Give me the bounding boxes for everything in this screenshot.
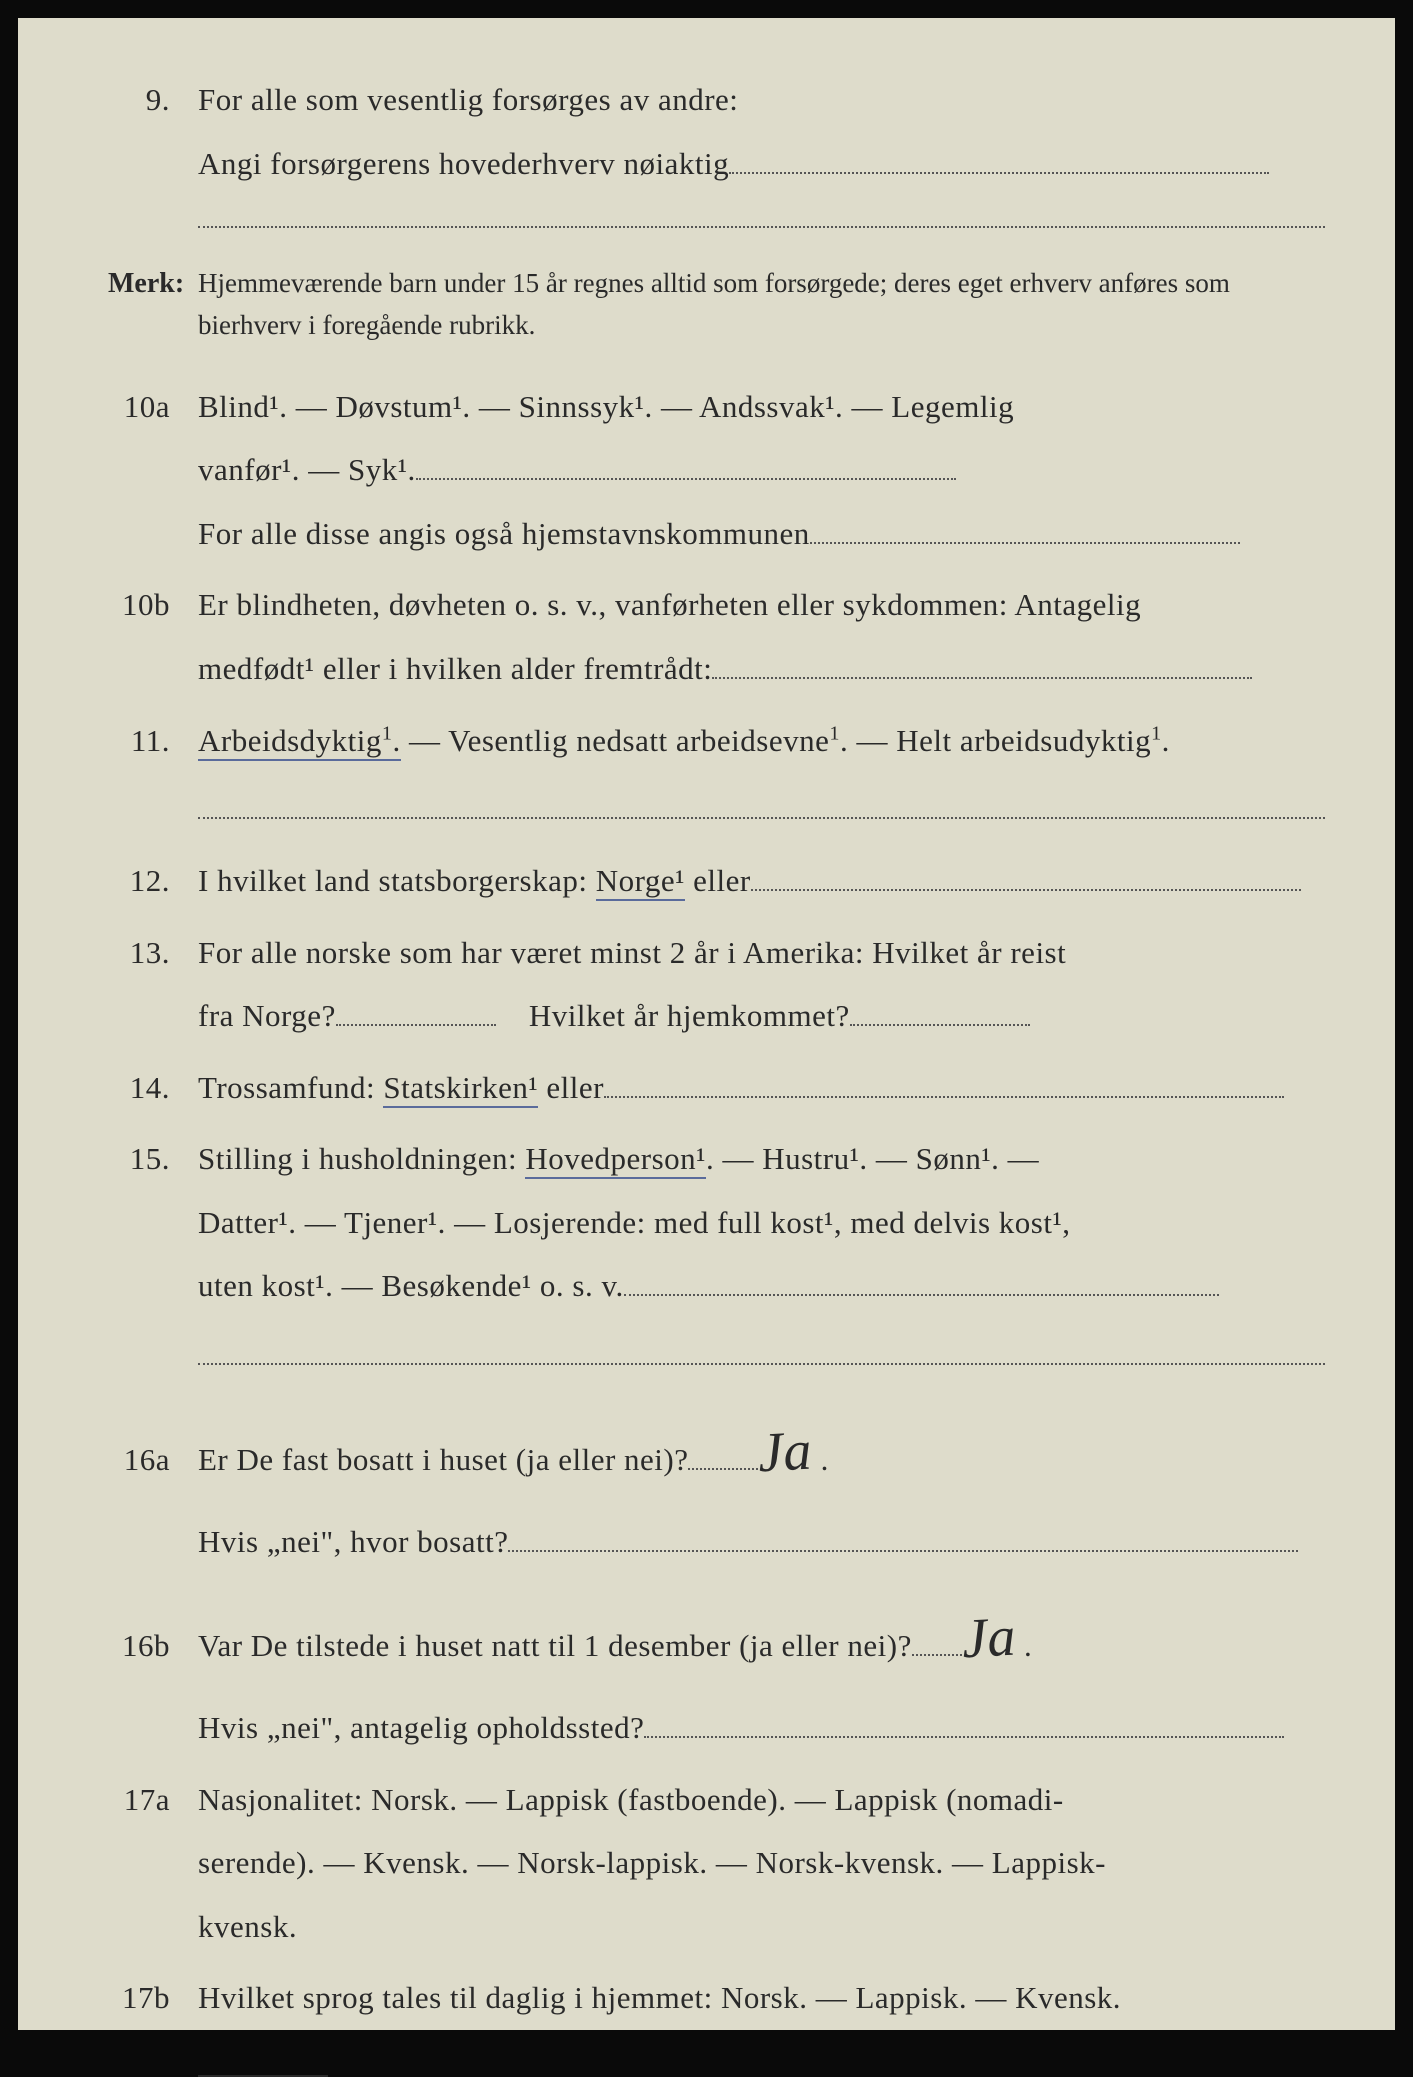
num-17a: 17a <box>108 1782 198 1818</box>
num-16b: 16b <box>108 1628 198 1664</box>
q10a-line3: For alle disse angis også hjemstavnskomm… <box>198 516 810 551</box>
q15-l1a: Stilling i husholdningen: <box>198 1141 525 1176</box>
question-13: 13. For alle norske som har været minst … <box>108 921 1325 1048</box>
q15-l3: uten kost¹. — Besøkende¹ o. s. v. <box>198 1268 624 1303</box>
footnote-rule <box>198 2075 328 2077</box>
fill-line[interactable] <box>729 147 1269 173</box>
q15-content: Stilling i husholdningen: Hovedperson¹. … <box>198 1127 1325 1318</box>
q14-content: Trossamfund: Statskirken¹ eller <box>198 1056 1325 1120</box>
q12-underlined: Norge¹ <box>596 863 685 901</box>
q17a-content: Nasjonalitet: Norsk. — Lappisk (fastboen… <box>198 1768 1325 1959</box>
note-merk: Merk: Hjemmeværende barn under 15 år reg… <box>108 263 1325 347</box>
q16a-l2: Hvis „nei", hvor bosatt? <box>198 1524 508 1559</box>
num-14: 14. <box>108 1070 198 1106</box>
fill-line[interactable] <box>508 1525 1298 1551</box>
q13-l2a: fra Norge? <box>198 998 336 1033</box>
fill-line[interactable] <box>810 518 1240 544</box>
separator-line <box>198 794 1325 819</box>
q10a-content: Blind¹. — Døvstum¹. — Sinnssyk¹. — Andss… <box>198 375 1325 566</box>
q16b-dot: . <box>1016 1628 1033 1663</box>
census-form-page: 9. For alle som vesentlig forsørges av a… <box>18 18 1395 2030</box>
q16a-l1: Er De fast bosatt i huset (ja eller nei)… <box>198 1442 688 1477</box>
fill-line[interactable] <box>688 1444 758 1470</box>
handwritten-ja: Ja <box>959 1580 1019 1697</box>
question-17b: 17b Hvilket sprog tales til daglig i hje… <box>108 1966 1325 2030</box>
q17b-l1: Hvilket sprog tales til daglig i hjemmet… <box>198 1980 1121 2015</box>
question-10a: 10a Blind¹. — Døvstum¹. — Sinnssyk¹. — A… <box>108 375 1325 566</box>
q15-l1b: . — Hustru¹. — Sønn¹. — <box>706 1141 1039 1176</box>
q14-b: eller <box>538 1070 604 1105</box>
num-16a: 16a <box>108 1442 198 1478</box>
num-10b: 10b <box>108 587 198 623</box>
question-17a: 17a Nasjonalitet: Norsk. — Lappisk (fast… <box>108 1768 1325 1959</box>
q10a-line1: Blind¹. — Døvstum¹. — Sinnssyk¹. — Andss… <box>198 389 1014 424</box>
num-10a: 10a <box>108 389 198 425</box>
question-15: 15. Stilling i husholdningen: Hovedperso… <box>108 1127 1325 1318</box>
fill-line[interactable] <box>604 1071 1284 1097</box>
fill-line[interactable] <box>712 653 1252 679</box>
q17a-l3: kvensk. <box>198 1909 297 1944</box>
q9-line1: For alle som vesentlig forsørges av andr… <box>198 82 738 117</box>
question-12: 12. I hvilket land statsborgerskap: Norg… <box>108 849 1325 913</box>
num-17b: 17b <box>108 1980 198 2016</box>
q9-line2: Angi forsørgerens hovederhverv nøiaktig <box>198 146 729 181</box>
merk-text: Hjemmeværende barn under 15 år regnes al… <box>198 263 1325 347</box>
q12-b: eller <box>685 863 751 898</box>
fill-line-full[interactable] <box>198 203 1325 228</box>
q13-content: For alle norske som har været minst 2 år… <box>198 921 1325 1048</box>
num-13: 13. <box>108 935 198 971</box>
q15-underlined: Hovedperson¹ <box>525 1141 706 1179</box>
question-14: 14. Trossamfund: Statskirken¹ eller <box>108 1056 1325 1120</box>
question-16b: 16b Var De tilstede i huset natt til 1 d… <box>108 1581 1325 1759</box>
q9-content: For alle som vesentlig forsørges av andr… <box>198 68 1325 195</box>
q11-rest: — Vesentlig nedsatt arbeidsevne1. — Helt… <box>401 723 1170 758</box>
question-11: 11. Arbeidsdyktig1. — Vesentlig nedsatt … <box>108 709 1325 773</box>
question-9: 9. For alle som vesentlig forsørges av a… <box>108 68 1325 195</box>
num-11: 11. <box>108 723 198 759</box>
q10a-line2: vanfør¹. — Syk¹. <box>198 452 416 487</box>
num-9: 9. <box>108 82 198 118</box>
q16a-dot: . <box>812 1442 829 1477</box>
fill-line[interactable] <box>624 1270 1219 1296</box>
separator-line <box>198 1340 1325 1365</box>
fill-line[interactable] <box>751 865 1301 891</box>
q17a-l2: serende). — Kvensk. — Norsk-lappisk. — N… <box>198 1845 1106 1880</box>
num-12: 12. <box>108 863 198 899</box>
q16b-l1: Var De tilstede i huset natt til 1 desem… <box>198 1628 912 1663</box>
q11-underlined: Arbeidsdyktig1. <box>198 723 401 761</box>
q10b-line1: Er blindheten, døvheten o. s. v., vanfør… <box>198 587 1141 622</box>
q16a-content: Er De fast bosatt i huset (ja eller nei)… <box>198 1395 1325 1573</box>
fill-line[interactable] <box>912 1630 962 1656</box>
num-15: 15. <box>108 1141 198 1177</box>
question-16a: 16a Er De fast bosatt i huset (ja eller … <box>108 1395 1325 1573</box>
q13-line1: For alle norske som har været minst 2 år… <box>198 935 1066 970</box>
q14-a: Trossamfund: <box>198 1070 383 1105</box>
q13-l2b: Hvilket år hjemkommet? <box>529 998 850 1033</box>
q17a-l1: Nasjonalitet: Norsk. — Lappisk (fastboen… <box>198 1782 1064 1817</box>
fill-line[interactable] <box>850 1000 1030 1026</box>
q14-underlined: Statskirken¹ <box>383 1070 538 1108</box>
fill-line[interactable] <box>416 454 956 480</box>
q12-content: I hvilket land statsborgerskap: Norge¹ e… <box>198 849 1325 913</box>
q16b-content: Var De tilstede i huset natt til 1 desem… <box>198 1581 1325 1759</box>
q17b-content: Hvilket sprog tales til daglig i hjemmet… <box>198 1966 1325 2030</box>
q11-content: Arbeidsdyktig1. — Vesentlig nedsatt arbe… <box>198 709 1325 773</box>
q10b-line2: medfødt¹ eller i hvilken alder fremtrådt… <box>198 651 712 686</box>
question-10b: 10b Er blindheten, døvheten o. s. v., va… <box>108 573 1325 700</box>
q12-a: I hvilket land statsborgerskap: <box>198 863 596 898</box>
q10b-content: Er blindheten, døvheten o. s. v., vanfør… <box>198 573 1325 700</box>
fill-line[interactable] <box>644 1712 1284 1738</box>
handwritten-ja: Ja <box>756 1394 816 1511</box>
q16b-l2: Hvis „nei", antagelig opholdssted? <box>198 1710 644 1745</box>
merk-label: Merk: <box>108 268 198 300</box>
q15-l2: Datter¹. — Tjener¹. — Losjerende: med fu… <box>198 1205 1070 1240</box>
fill-line[interactable] <box>336 1000 496 1026</box>
